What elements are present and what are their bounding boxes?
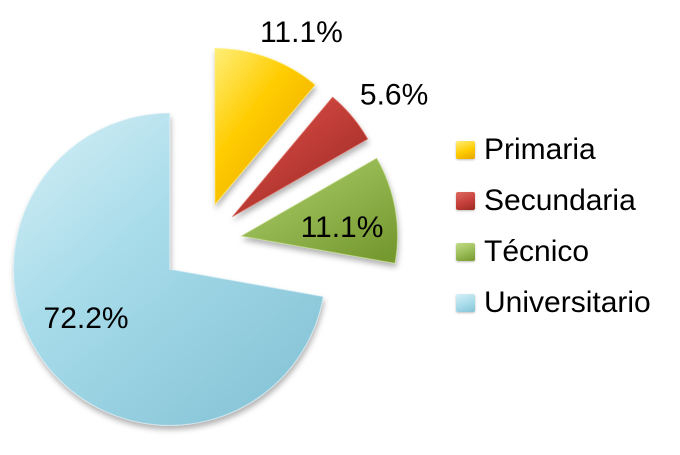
- pie-slice-tecnico: [239, 157, 398, 264]
- secundaria-swatch-icon: [456, 192, 475, 210]
- legend-item-secundaria: Secundaria: [456, 184, 651, 218]
- pie-slice-secundaria: [232, 96, 369, 218]
- legend-item-primaria: Primaria: [456, 133, 651, 167]
- legend-item-tecnico: Técnico: [456, 235, 651, 269]
- legend-label-tecnico: Técnico: [484, 235, 590, 268]
- slice-value-label-secundaria: 5.6%: [360, 78, 428, 111]
- pie-slice-universitario: [13, 112, 324, 426]
- legend-label-primaria: Primaria: [484, 133, 596, 166]
- primaria-swatch-icon: [456, 141, 475, 159]
- universitario-swatch-icon: [456, 294, 475, 312]
- legend: Primaria Secundaria Técnico Universitari…: [456, 133, 651, 320]
- tecnico-swatch-icon: [456, 243, 475, 261]
- legend-label-universitario: Universitario: [484, 286, 651, 319]
- slice-value-label-primaria: 11.1%: [260, 16, 343, 49]
- legend-item-universitario: Universitario: [456, 286, 651, 320]
- pie-slice-primaria: [214, 47, 316, 206]
- slice-value-label-tecnico: 11.1%: [301, 211, 384, 244]
- legend-label-secundaria: Secundaria: [484, 184, 636, 217]
- slice-value-label-universitario: 72.2%: [44, 302, 129, 335]
